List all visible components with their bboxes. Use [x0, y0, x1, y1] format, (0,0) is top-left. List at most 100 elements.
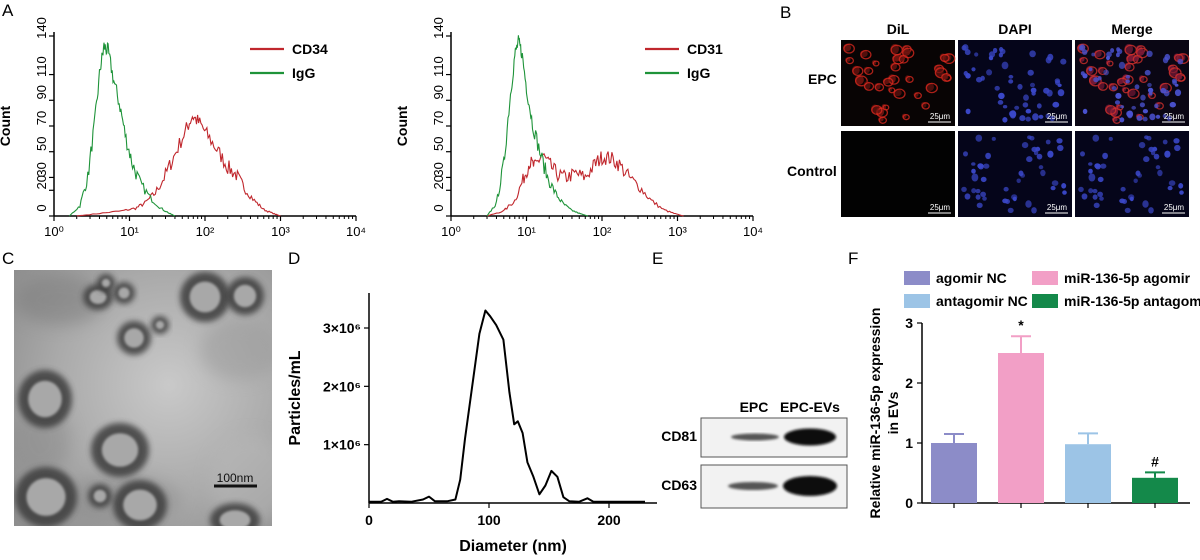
cell-membrane-mark [845, 56, 855, 65]
western-protein-cd81: CD81 [661, 428, 697, 444]
cell-mark [971, 168, 976, 174]
cell-mark [1148, 146, 1155, 153]
cell-mark [994, 85, 1000, 91]
cell-membrane-mark [914, 92, 922, 100]
tem-micrograph: 100nm [14, 270, 272, 526]
x-tick-label: 10⁴ [743, 224, 763, 239]
cell-mark [1032, 113, 1039, 121]
y-tick-label: 30 [431, 162, 446, 176]
cell-membrane-mark [921, 102, 930, 110]
x-tick-label: 10⁰ [441, 224, 461, 239]
bar [998, 353, 1044, 503]
cell-mark [1168, 180, 1176, 186]
western-band-cd63-epc-evs [783, 476, 837, 496]
cell-mark [1047, 150, 1054, 158]
western-blot: EPC EPC-EVs CD81 CD63 [661, 399, 848, 509]
cell-membrane-mark [1088, 75, 1102, 87]
y-tick-label: 0 [431, 204, 446, 211]
x-tick-label: 10³ [271, 224, 290, 239]
cell-mark [1106, 51, 1112, 58]
legend-swatch [904, 294, 930, 308]
cell-mark [976, 76, 983, 83]
vesicle-core [101, 433, 139, 467]
panel-letter-c: C [2, 249, 14, 268]
cell-mark [983, 163, 990, 169]
scalebar-label: 25μm [930, 112, 951, 121]
cell-mark [1038, 114, 1044, 119]
cell-mark [1002, 117, 1008, 123]
y-tick-label: 70 [431, 111, 446, 125]
legend-swatch [1032, 294, 1058, 308]
cell-mark [1050, 185, 1056, 191]
cell-mark [1002, 105, 1008, 109]
micrograph-control-dil [841, 131, 955, 217]
cell-membrane-mark [843, 43, 855, 54]
cell-mark [971, 162, 976, 166]
cell-mark [1092, 134, 1100, 142]
cell-membrane-mark [1124, 44, 1137, 56]
x-tick-label: 10¹ [120, 224, 139, 239]
cell-mark [1079, 44, 1086, 51]
cell-mark [1131, 105, 1136, 110]
cell-mark [1093, 202, 1100, 208]
cell-mark [1031, 146, 1038, 153]
micrograph-column-dapi: DAPI [998, 21, 1031, 37]
cell-mark [1126, 110, 1134, 118]
cell-membrane-mark [1132, 54, 1143, 64]
cell-mark [1008, 79, 1014, 84]
y-axis-label: Particles/mL [287, 350, 304, 445]
cell-mark [963, 151, 968, 157]
panel-letter-a: A [2, 1, 14, 20]
cell-mark [975, 194, 981, 200]
cell-mark [1031, 91, 1036, 96]
cell-membrane-mark [905, 75, 914, 83]
y-tick-label: 140 [34, 17, 49, 39]
cell-mark [965, 108, 971, 115]
cell-mark [1057, 89, 1065, 97]
micrograph-cells [843, 43, 1190, 214]
cell-mark [980, 191, 986, 197]
cell-mark [1025, 116, 1031, 122]
cell-membrane-mark [888, 87, 896, 94]
vesicle-core [28, 380, 62, 418]
y-axis-label: Count [394, 105, 410, 146]
y-tick-label: 20 [34, 175, 49, 189]
cell-mark [975, 188, 981, 194]
cell-mark [965, 73, 971, 79]
cell-membrane-mark [874, 83, 885, 92]
cell-mark [974, 52, 979, 57]
cell-membrane-mark [872, 60, 880, 67]
cell-mark [1057, 144, 1064, 152]
vesicle-core [219, 510, 251, 526]
cell-membrane-mark [893, 88, 906, 99]
bar [931, 443, 977, 503]
cell-mark [1060, 58, 1067, 65]
scalebar-label: 25μm [930, 203, 951, 212]
cell-mark [1142, 116, 1148, 122]
y-tick-label: 20 [431, 175, 446, 189]
cell-mark [976, 202, 983, 208]
cell-mark [1012, 196, 1017, 202]
cell-mark [1045, 113, 1050, 119]
cell-mark [1164, 150, 1171, 158]
cell-mark [1027, 69, 1034, 76]
cell-mark [1036, 153, 1043, 160]
cell-mark [1140, 94, 1146, 101]
cell-mark [1120, 186, 1126, 192]
y-tick-label: 1 [905, 435, 913, 451]
legend-swatch [1032, 271, 1058, 285]
cell-mark [1051, 180, 1059, 186]
series-line-cd34 [76, 114, 281, 217]
cell-mark [1139, 102, 1145, 108]
cell-mark [1088, 173, 1096, 182]
cell-membrane-mark [902, 113, 910, 121]
fluorescence-micrograph-grid: DiL DAPI Merge EPC Control 25μm 25μm 25μ… [787, 21, 1190, 217]
cell-mark [985, 152, 991, 160]
cell-mark [964, 193, 971, 200]
cell-mark [1148, 207, 1154, 214]
cell-mark [1008, 74, 1014, 79]
cell-mark [1119, 117, 1125, 123]
series-line [369, 309, 645, 503]
vesicle-core [101, 278, 111, 288]
